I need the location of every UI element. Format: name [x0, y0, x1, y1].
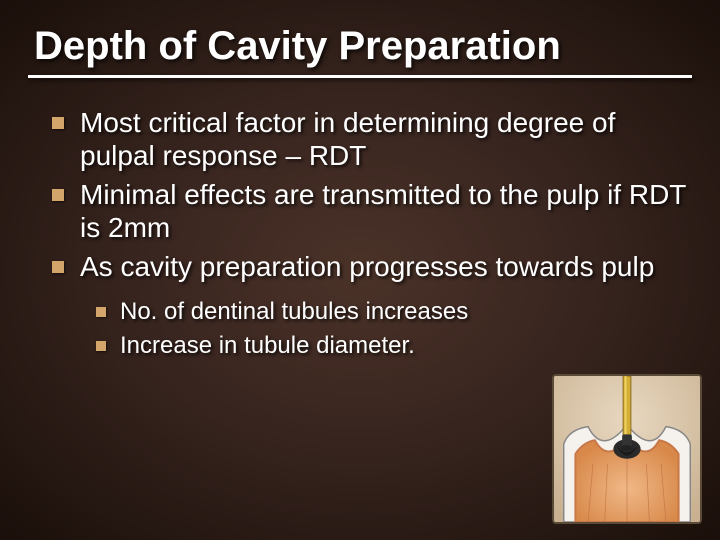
title-underline	[28, 75, 692, 78]
bullet-item: Minimal effects are transmitted to the p…	[52, 178, 692, 244]
sub-bullet-item: Increase in tubule diameter.	[96, 331, 692, 361]
sub-bullet-list: No. of dentinal tubules increases Increa…	[28, 297, 692, 361]
main-bullet-list: Most critical factor in determining degr…	[28, 106, 692, 283]
tooth-drill-icon	[554, 376, 700, 522]
sub-bullet-item: No. of dentinal tubules increases	[96, 297, 692, 327]
bullet-item: As cavity preparation progresses towards…	[52, 250, 692, 283]
tooth-illustration	[552, 374, 702, 524]
bullet-item: Most critical factor in determining degr…	[52, 106, 692, 172]
slide-title: Depth of Cavity Preparation	[34, 24, 692, 69]
slide-container: Depth of Cavity Preparation Most critica…	[0, 0, 720, 540]
